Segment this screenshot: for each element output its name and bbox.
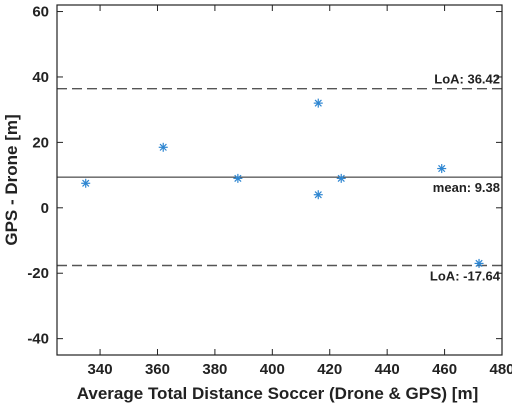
x-tick-label: 340 bbox=[88, 361, 113, 378]
data-point bbox=[233, 173, 243, 183]
reference-label-loa_upper: LoA: 36.42 bbox=[434, 72, 500, 87]
plot-frame bbox=[56, 4, 503, 356]
y-tick-label: -40 bbox=[27, 331, 49, 348]
data-point bbox=[81, 178, 91, 188]
data-point-stroke bbox=[159, 143, 167, 151]
data-point bbox=[474, 258, 484, 268]
data-point-stroke bbox=[82, 179, 90, 187]
reference-label-mean: mean: 9.38 bbox=[433, 180, 500, 195]
y-tick-label: 0 bbox=[41, 200, 49, 217]
y-tick-label: 20 bbox=[32, 134, 49, 151]
data-point bbox=[313, 98, 323, 108]
data-point-stroke bbox=[234, 174, 242, 182]
data-point bbox=[313, 190, 323, 200]
data-points bbox=[81, 98, 484, 268]
y-tick-label: 40 bbox=[32, 69, 49, 86]
y-axis-label: GPS - Drone [m] bbox=[2, 114, 21, 245]
x-tick-label: 440 bbox=[375, 361, 400, 378]
data-point bbox=[336, 173, 346, 183]
x-tick-label: 400 bbox=[260, 361, 285, 378]
x-tick-label: 420 bbox=[317, 361, 342, 378]
x-axis-label: Average Total Distance Soccer (Drone & G… bbox=[77, 384, 479, 403]
data-point bbox=[158, 142, 168, 152]
y-tick-label: 60 bbox=[32, 4, 49, 21]
data-point-stroke bbox=[314, 99, 322, 107]
data-point-stroke bbox=[314, 191, 322, 199]
x-tick-label: 460 bbox=[432, 361, 457, 378]
reference-lines: LoA: 36.42 mean: 9.38 LoA: -17.64 bbox=[57, 72, 502, 284]
data-point-stroke bbox=[438, 164, 446, 173]
reference-label-loa_lower: LoA: -17.64 bbox=[430, 269, 501, 284]
data-point-stroke bbox=[337, 174, 345, 182]
x-tick-label: 360 bbox=[145, 361, 170, 378]
data-point-stroke bbox=[475, 259, 483, 268]
data-point bbox=[437, 164, 447, 174]
x-tick-label: 380 bbox=[202, 361, 227, 378]
axis-ticks: 340 360 380 400 420 440 460 480 -40 -20 0 20 40 60 bbox=[27, 4, 512, 378]
x-tick-label: 480 bbox=[489, 361, 512, 378]
y-tick-label: -20 bbox=[27, 265, 49, 282]
